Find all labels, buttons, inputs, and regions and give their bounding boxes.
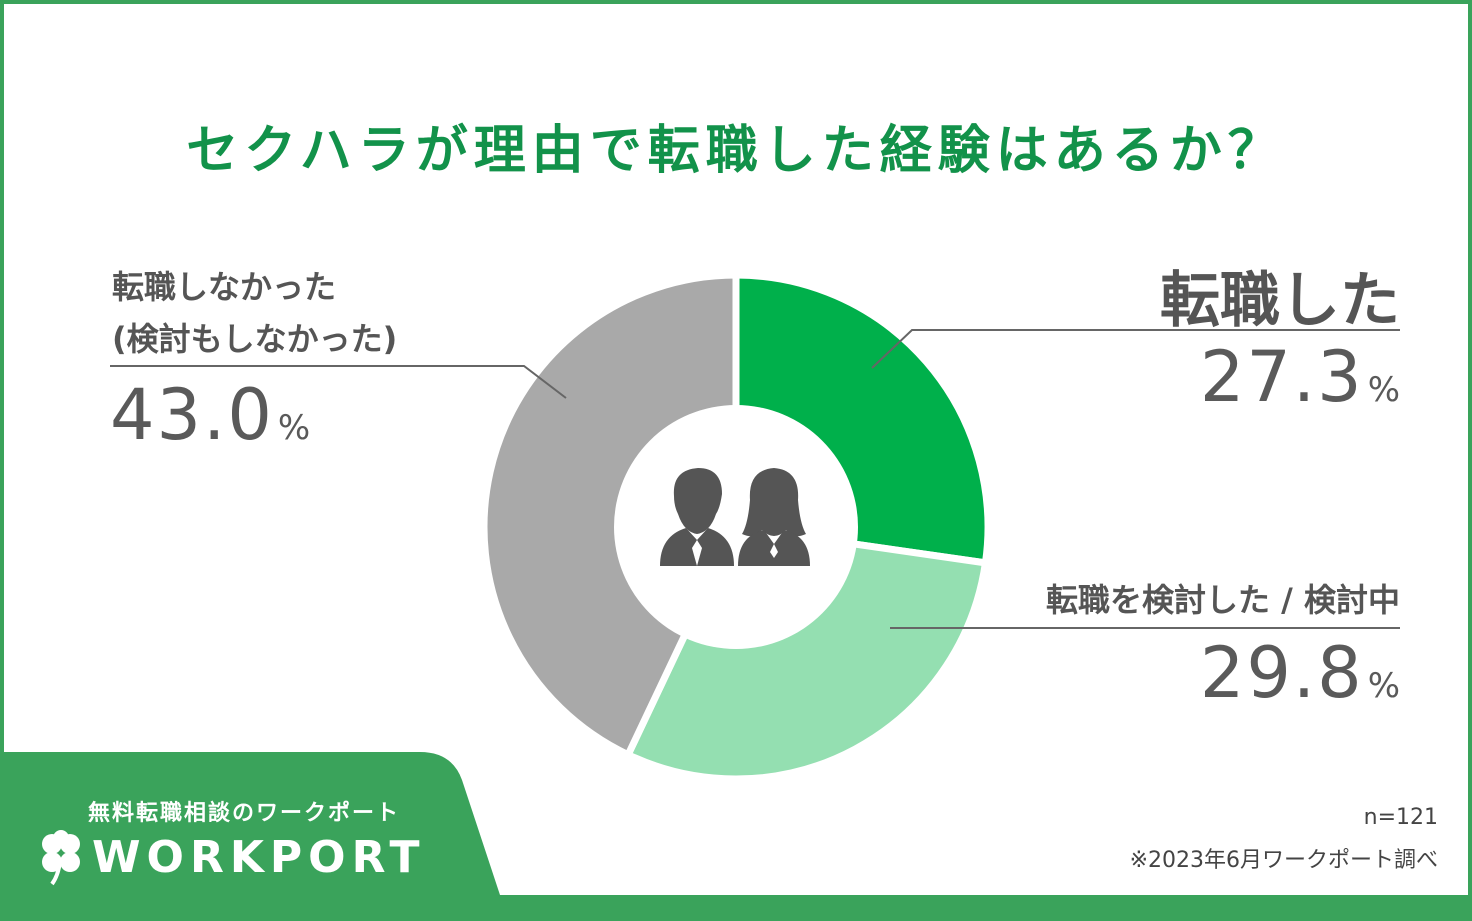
businesspeople-icon	[660, 468, 810, 566]
leader-line-transferred	[871, 329, 1400, 369]
bottom-bar	[0, 895, 1472, 921]
pct-value-transferred: 27.3	[1199, 336, 1364, 418]
brand-name: WORKPORT	[92, 832, 426, 883]
pct-label-considered: 29.8%	[1200, 632, 1400, 714]
pct-value-considered: 29.8	[1199, 632, 1364, 714]
slice-not-transferred	[480, 271, 740, 759]
brand-panel	[0, 752, 500, 895]
leader-line-not-transferred	[110, 365, 567, 399]
slice-label-not-transferred-line1: 転職しなかった	[112, 268, 337, 306]
source-note: ※2023年6月ワークポート調べ	[1129, 848, 1438, 873]
pct-label-transferred: 27.3%	[1200, 336, 1400, 418]
chart-title: セクハラが理由で転職した経験はあるか？	[186, 121, 1286, 181]
slice-label-not-transferred-line2: (検討もしなかった)	[112, 320, 398, 358]
donut-hole	[614, 405, 858, 649]
pct-sign-considered: %	[1367, 666, 1400, 706]
slice-label-transferred: 転職した	[1160, 266, 1400, 336]
pct-label-not-transferred: 43.0%	[110, 374, 310, 456]
clover-icon	[42, 830, 80, 886]
pct-sign-not-transferred: %	[277, 408, 311, 448]
man-icon	[660, 468, 734, 566]
slice-label-considered: 転職を検討した / 検討中	[1046, 581, 1400, 619]
sample-size-note: n=121	[1363, 805, 1438, 830]
pct-value-not-transferred: 43.0	[110, 374, 274, 456]
woman-icon	[738, 468, 810, 566]
pct-sign-transferred: %	[1367, 370, 1400, 410]
brand-tagline: 無料転職相談のワークポート	[87, 801, 400, 826]
